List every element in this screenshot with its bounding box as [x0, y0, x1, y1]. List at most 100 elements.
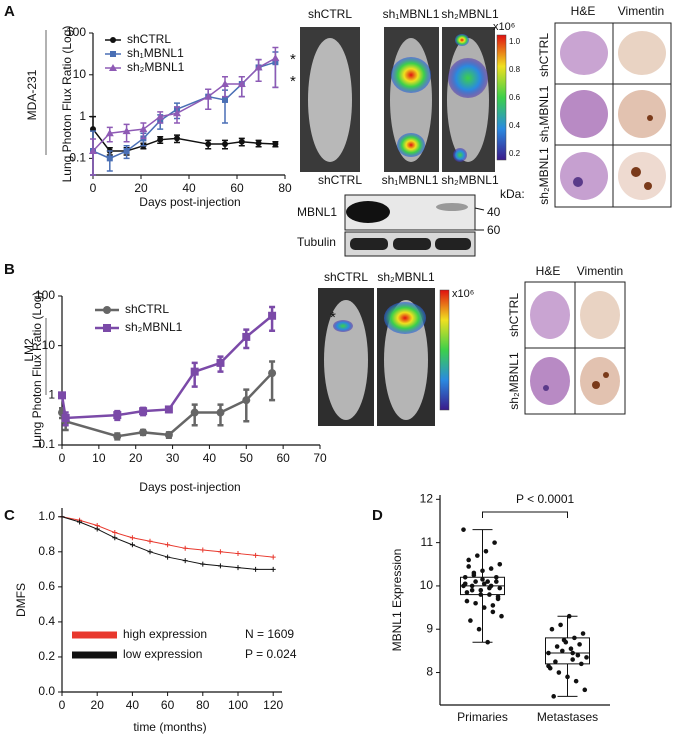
data-point — [464, 598, 470, 604]
data-point — [494, 579, 499, 584]
data-point — [113, 432, 122, 441]
data-point — [570, 657, 575, 662]
data-point — [572, 635, 577, 641]
data-point — [173, 109, 181, 117]
legend-label: low expression — [123, 647, 202, 661]
error-bar — [269, 360, 276, 402]
colorbar-tick: 0.8 — [509, 65, 521, 74]
y-tick-label: 0.8 — [38, 544, 55, 558]
blot-row-label: MBNL1 — [297, 205, 337, 219]
data-point — [488, 583, 494, 589]
histology-images — [554, 22, 672, 208]
legend-marker — [110, 51, 116, 57]
data-point — [255, 140, 262, 147]
data-point — [492, 540, 497, 545]
data-point — [480, 568, 485, 574]
data-point — [129, 535, 135, 541]
data-point — [558, 622, 563, 628]
data-point — [200, 561, 206, 567]
y-tick-label: 100 — [66, 25, 86, 39]
y-tick-label: 0.6 — [38, 579, 55, 593]
error-bar — [243, 388, 250, 423]
data-point — [174, 135, 180, 142]
y-tick-label: 10 — [420, 578, 434, 592]
y-tick-label: 9 — [426, 621, 433, 635]
y-tick-label: 1 — [48, 388, 55, 402]
data-point — [584, 655, 589, 660]
significance-bracket — [482, 511, 568, 518]
data-point — [61, 413, 70, 422]
annotation: * — [290, 73, 296, 90]
legend-label: high expression — [123, 627, 207, 641]
legend-marker — [110, 37, 116, 43]
data-point — [112, 535, 118, 541]
data-point — [469, 587, 475, 593]
data-point — [58, 391, 66, 400]
data-point — [461, 527, 466, 532]
data-point — [560, 648, 565, 654]
data-point — [475, 553, 480, 558]
data-point — [123, 148, 130, 155]
data-point — [462, 581, 468, 587]
x-tick-label: 10 — [92, 451, 106, 465]
x-tick-label: 60 — [161, 698, 175, 712]
legend-label: sh₂MBNL1 — [125, 320, 183, 334]
y-tick-label: 0.0 — [38, 684, 55, 698]
histology-column: Vimentin — [618, 4, 664, 18]
data-point — [270, 566, 276, 572]
x-tick-label: Metastases — [537, 710, 598, 724]
legend-swatch — [72, 651, 117, 659]
data-point — [464, 590, 470, 595]
cell-line-label: LM2 — [22, 338, 36, 362]
data-point — [473, 579, 478, 584]
data-point — [468, 618, 473, 623]
x-tick-label: 20 — [91, 698, 105, 712]
data-point — [546, 663, 551, 669]
histology-row: sh₂MBNL1 — [507, 352, 521, 410]
data-point — [268, 311, 277, 320]
x-axis-label: time (months) — [133, 720, 206, 734]
annotation: P < 0.0001 — [516, 492, 574, 506]
data-point — [182, 545, 188, 551]
data-point — [469, 583, 475, 589]
data-point — [129, 542, 135, 548]
x-tick-label: 0 — [59, 451, 66, 465]
panel-label: D — [372, 507, 383, 524]
legend-marker — [103, 324, 111, 332]
data-point — [113, 411, 122, 420]
data-point — [553, 659, 558, 665]
data-point — [89, 147, 97, 155]
error-bar — [255, 58, 262, 83]
histology-column: H&E — [536, 264, 561, 278]
data-point — [242, 332, 251, 341]
data-point — [476, 626, 482, 632]
colorbar-unit: x10⁶ — [493, 21, 515, 33]
blot-marker: 60 — [487, 223, 501, 237]
y-tick-label: 8 — [426, 665, 433, 679]
data-point — [165, 542, 171, 548]
x-tick-label: 50 — [240, 451, 254, 465]
x-tick-label: 40 — [182, 181, 196, 195]
data-point — [566, 613, 572, 619]
error-bar — [90, 138, 96, 176]
image-label: sh₁MBNL1 — [383, 7, 440, 21]
x-tick-label: 0 — [59, 698, 66, 712]
y-axis-label: Lung Photon Flux Ratio (Log) — [30, 292, 44, 449]
data-point — [205, 141, 212, 148]
data-point — [77, 519, 83, 525]
data-point — [242, 396, 251, 405]
data-point — [253, 566, 259, 572]
data-point — [481, 605, 487, 610]
data-point — [190, 367, 199, 376]
data-point — [478, 592, 484, 597]
data-point — [237, 80, 246, 88]
data-point — [254, 63, 263, 71]
data-point — [471, 572, 477, 578]
data-point — [485, 579, 490, 584]
image-label: shCTRL — [324, 270, 368, 284]
data-point — [495, 594, 501, 600]
histology-row: shCTRL — [507, 293, 521, 337]
data-point — [222, 141, 228, 148]
data-point — [165, 554, 171, 560]
